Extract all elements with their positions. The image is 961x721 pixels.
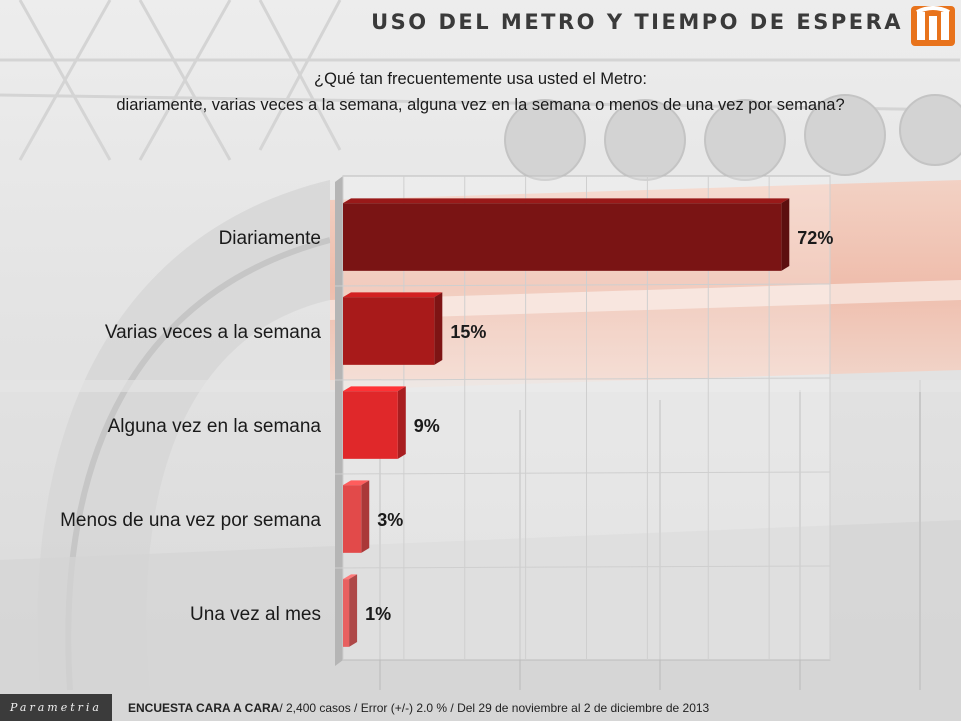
survey-note-bold: ENCUESTA CARA A CARA (128, 701, 280, 715)
category-label: Varias veces a la semana (105, 322, 322, 343)
survey-note-rest: / 2,400 casos / Error (+/-) 2.0 % / Del … (279, 701, 710, 715)
value-label: 15% (450, 322, 486, 342)
survey-note: ENCUESTA CARA A CARA/ 2,400 casos / Erro… (128, 701, 709, 715)
page-title: USO DEL METRO Y TIEMPO DE ESPERA (371, 10, 903, 34)
bar (343, 391, 398, 459)
bar-top (343, 574, 358, 580)
bar (343, 579, 350, 647)
chart-side-wall (335, 176, 343, 666)
chart-gridline-h (334, 283, 831, 287)
value-label: 72% (797, 228, 833, 248)
category-label: Diariamente (219, 228, 321, 249)
question-line-2: diariamente, varias veces a la semana, a… (116, 96, 845, 114)
chart-gridline-h (334, 471, 831, 475)
metro-logo-icon (911, 6, 955, 46)
chart-gridline-h (334, 377, 831, 381)
bar (343, 485, 362, 553)
bar-side (361, 480, 370, 553)
category-label: Una vez al mes (190, 604, 321, 625)
value-label: 3% (377, 510, 403, 530)
bar (343, 203, 782, 271)
bar (343, 297, 435, 365)
bar-top (343, 292, 443, 298)
category-label: Alguna vez en la semana (108, 416, 322, 437)
question-line-1: ¿Qué tan frecuentemente usa usted el Met… (314, 70, 647, 88)
bar-top (343, 386, 406, 392)
bar-side (781, 198, 790, 271)
chart-labels: Diariamente 72% Varias veces a la semana 15… (60, 228, 833, 625)
chart-gridline-h (334, 565, 831, 569)
value-label: 1% (365, 604, 391, 624)
bar-top (343, 480, 370, 486)
value-label: 9% (414, 416, 440, 436)
bar-side (434, 292, 443, 365)
chart-bars (343, 198, 790, 647)
bar-side (397, 386, 406, 459)
bar-side (349, 574, 358, 647)
category-label: Menos de una vez por semana (60, 510, 321, 531)
bar-top (343, 198, 790, 204)
parametria-brand: Parametria (0, 694, 112, 721)
